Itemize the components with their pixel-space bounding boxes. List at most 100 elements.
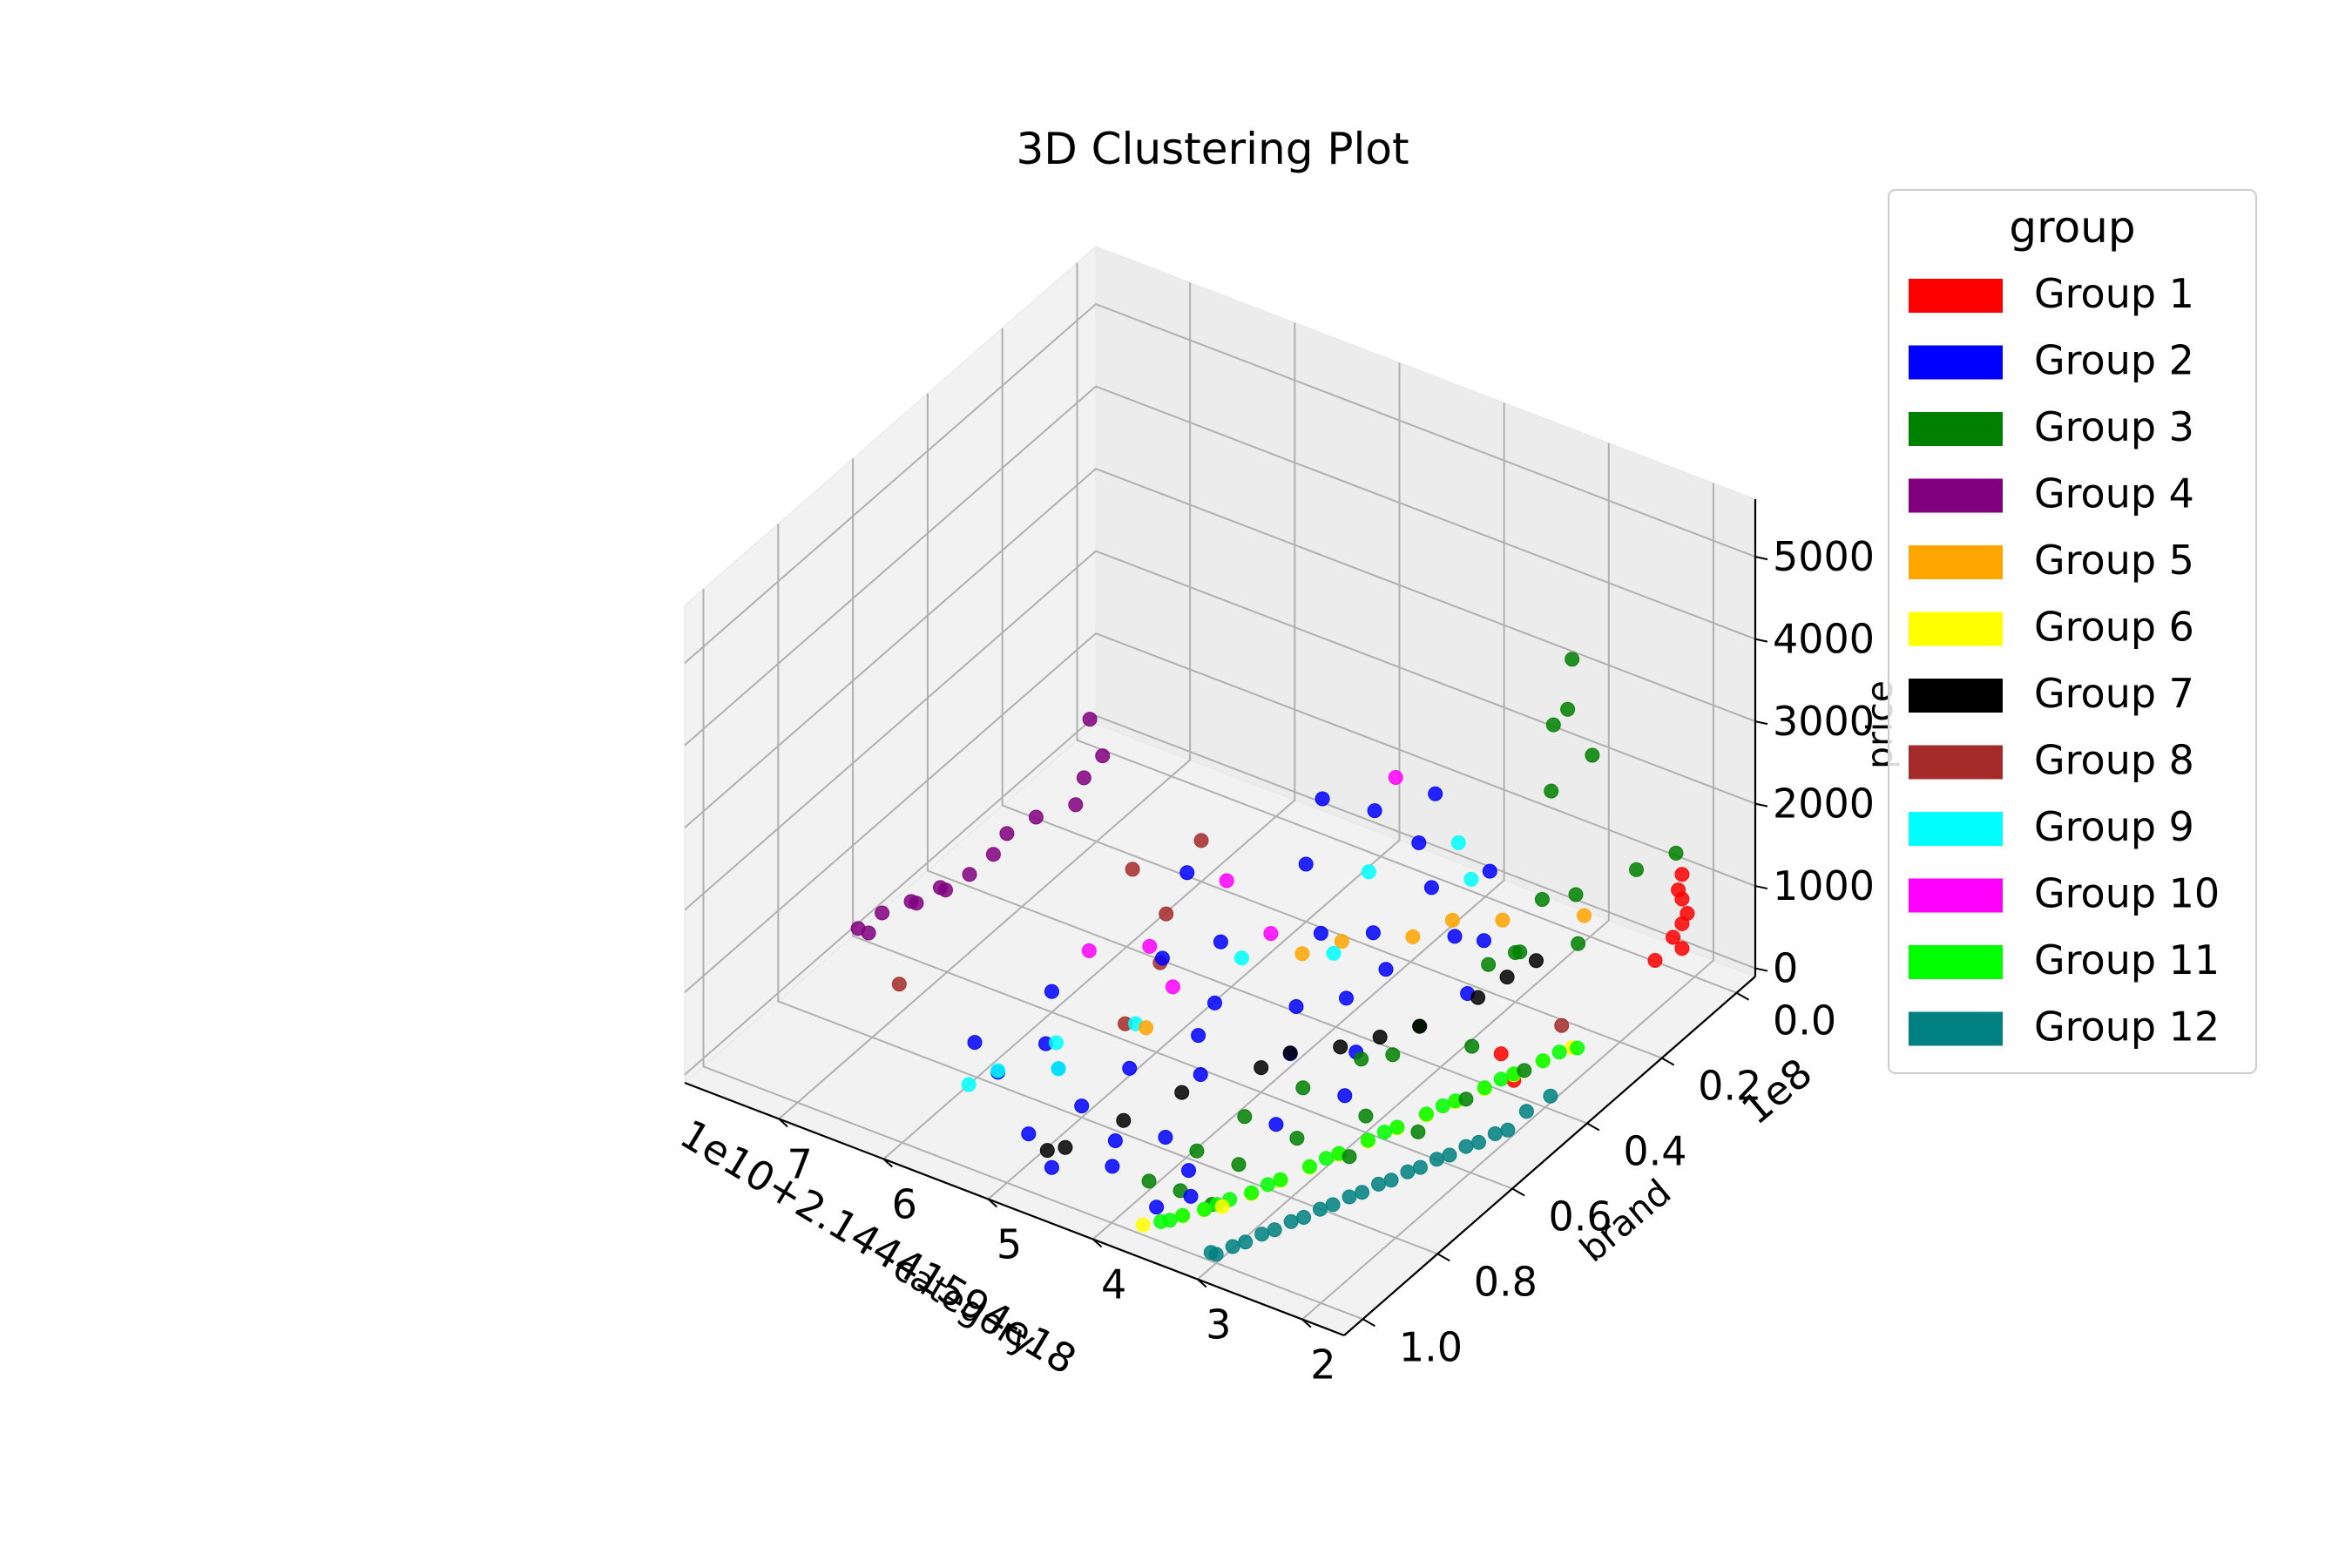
data-point-group-11 xyxy=(1302,1159,1317,1174)
data-point-group-12 xyxy=(1342,1189,1357,1205)
z-tick-mark xyxy=(1754,556,1768,561)
x-tick-mark xyxy=(1197,1278,1207,1288)
data-point-group-2 xyxy=(1315,791,1330,807)
y-tick-label: 0.6 xyxy=(1549,1193,1612,1240)
data-point-group-3 xyxy=(1668,845,1684,861)
data-point-group-9 xyxy=(1463,871,1479,887)
z-tick-mark xyxy=(1754,967,1768,972)
legend-label-group-11: Group 11 xyxy=(2034,936,2220,983)
x-tick-label: 6 xyxy=(892,1180,917,1227)
x-gridline xyxy=(987,362,1401,1200)
x-tick-mark xyxy=(1301,1318,1312,1328)
x-tick-mark xyxy=(882,1158,893,1168)
data-point-group-12 xyxy=(1518,1104,1534,1119)
data-point-group-2 xyxy=(1288,999,1304,1014)
data-point-group-2 xyxy=(1021,1126,1037,1142)
data-point-group-4 xyxy=(999,826,1015,841)
data-point-group-2 xyxy=(1183,1188,1199,1204)
data-point-group-3 xyxy=(1237,1109,1253,1125)
legend-swatch-group-12 xyxy=(1909,1011,2003,1046)
data-point-group-3 xyxy=(1410,1124,1426,1139)
legend-swatch-group-10 xyxy=(1909,878,2003,913)
y-axis-line xyxy=(1343,976,1756,1336)
y-tick-mark xyxy=(1586,1122,1600,1132)
data-point-group-3 xyxy=(1295,1080,1311,1096)
y-tick-label: 0.0 xyxy=(1773,997,1836,1044)
data-point-group-12 xyxy=(1442,1147,1457,1163)
y-tick-mark xyxy=(1736,991,1750,1001)
data-point-group-12 xyxy=(1254,1227,1270,1242)
data-point-group-2 xyxy=(1044,1159,1059,1175)
y-gridline xyxy=(1001,328,1663,1059)
legend-swatch-group-7 xyxy=(1909,679,2003,713)
data-point-group-1 xyxy=(1671,882,1686,898)
data-point-group-8 xyxy=(1125,862,1140,877)
data-point-group-2 xyxy=(1365,925,1381,941)
data-point-group-11 xyxy=(1273,1172,1288,1187)
x-tick-label: 2 xyxy=(1310,1342,1335,1389)
data-point-group-8 xyxy=(1159,906,1174,922)
data-point-group-12 xyxy=(1487,1126,1503,1141)
data-point-group-3 xyxy=(1385,1047,1401,1063)
data-point-group-12 xyxy=(1296,1210,1312,1225)
data-point-group-2 xyxy=(1044,983,1059,999)
legend-title: group xyxy=(2009,202,2135,253)
z-tick-mark xyxy=(1754,720,1768,726)
data-point-group-3 xyxy=(1568,887,1584,902)
x-tick-mark xyxy=(778,1118,788,1128)
z-gridline xyxy=(684,385,1756,747)
data-point-group-4 xyxy=(1082,712,1098,727)
legend-label-group-4: Group 4 xyxy=(2034,470,2194,517)
data-point-group-1 xyxy=(1674,867,1690,882)
data-point-group-10 xyxy=(1165,979,1180,995)
data-point-group-3 xyxy=(1231,1157,1247,1173)
data-point-group-2 xyxy=(1367,803,1382,819)
data-point-group-4 xyxy=(909,896,924,911)
data-points xyxy=(850,652,1695,1262)
legend-swatch-group-4 xyxy=(1909,478,2003,513)
data-point-group-9 xyxy=(1049,1035,1064,1051)
data-point-group-6 xyxy=(1214,1199,1230,1214)
data-point-group-2 xyxy=(1149,1200,1165,1215)
x-tick-label: 5 xyxy=(997,1220,1022,1267)
x-gridline xyxy=(1301,483,1714,1321)
data-point-group-3 xyxy=(1358,1108,1374,1124)
z-gridline xyxy=(684,467,1756,828)
data-point-group-2 xyxy=(1154,950,1170,966)
data-point-group-2 xyxy=(1411,835,1427,850)
data-point-group-2 xyxy=(1191,1028,1206,1044)
data-point-group-11 xyxy=(1535,1053,1551,1069)
data-point-group-12 xyxy=(1208,1247,1224,1262)
x-tick-label: 7 xyxy=(787,1140,813,1187)
data-point-group-12 xyxy=(1283,1213,1299,1229)
z-tick-label: 4000 xyxy=(1773,616,1875,663)
data-point-group-8 xyxy=(891,977,907,992)
data-point-group-2 xyxy=(1107,1133,1123,1148)
y-gridline xyxy=(852,458,1513,1190)
axis-lines xyxy=(684,499,1757,1337)
legend-label-group-1: Group 1 xyxy=(2034,270,2194,317)
data-point-group-12 xyxy=(1429,1152,1444,1167)
tick-labels: 7 6 5 4 3 2 0.0 0.2 0.40.60.81.0 0 1000 2000 3000 400… xyxy=(778,533,1875,1389)
data-point-group-12 xyxy=(1325,1197,1341,1213)
data-point-group-7 xyxy=(1529,953,1544,969)
x-gridline xyxy=(1092,402,1505,1240)
data-point-group-2 xyxy=(1213,934,1228,950)
data-point-group-3 xyxy=(1565,652,1580,667)
data-point-group-4 xyxy=(1028,809,1044,825)
data-point-group-7 xyxy=(1282,1045,1298,1061)
data-point-group-12 xyxy=(1355,1185,1370,1200)
data-point-group-2 xyxy=(1179,865,1195,881)
data-point-group-10 xyxy=(1219,873,1234,889)
data-point-group-11 xyxy=(1418,1106,1434,1122)
legend-swatch-group-2 xyxy=(1909,345,2003,380)
legend-swatch-group-9 xyxy=(1909,812,2003,846)
data-point-group-2 xyxy=(967,1035,983,1051)
z-tick-label: 1000 xyxy=(1773,862,1875,909)
data-point-group-7 xyxy=(1470,990,1486,1005)
legend-label-group-7: Group 7 xyxy=(2034,670,2194,717)
data-point-group-7 xyxy=(1116,1112,1132,1128)
data-point-group-7 xyxy=(1499,970,1515,985)
